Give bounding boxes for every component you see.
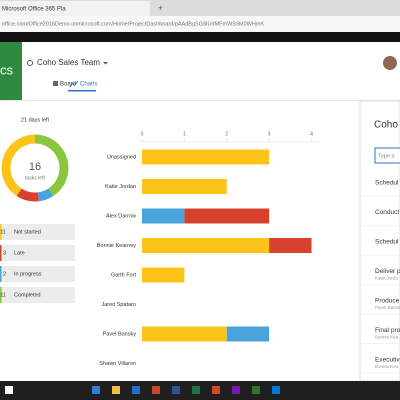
excel-icon[interactable] — [192, 386, 200, 394]
legend-swatch — [0, 266, 2, 282]
charts-tab[interactable]: Charts — [80, 82, 98, 88]
task-title[interactable]: Produce — [375, 298, 400, 305]
bar-segment — [142, 267, 185, 283]
task-title[interactable]: Final pro — [375, 327, 400, 334]
bar-segment — [226, 326, 270, 342]
category-label: Pavel Bansky — [103, 331, 137, 337]
new-tab[interactable]: + — [158, 4, 163, 13]
store-icon[interactable] — [132, 386, 140, 394]
category-label: Katie Jordan — [105, 184, 136, 190]
task-title[interactable]: Schedul — [375, 239, 399, 246]
category-label: Garth Fort — [111, 272, 137, 278]
skype-icon[interactable] — [272, 386, 280, 394]
word-icon[interactable] — [172, 386, 180, 394]
category-label: Jared Spataro — [101, 302, 136, 308]
task-title[interactable]: Conduct — [375, 209, 399, 216]
legend-count: 11 — [0, 229, 6, 235]
task-owner: Bonnie Kea — [375, 335, 399, 340]
task-title[interactable]: Schedul — [375, 180, 399, 187]
start-button[interactable] — [5, 386, 13, 394]
status-legend: 11 Not started 3 Late 2 In progress 11 Complete… — [0, 224, 75, 303]
onenote-icon[interactable] — [232, 386, 240, 394]
avatar[interactable] — [383, 56, 397, 70]
search-box[interactable] — [374, 147, 400, 164]
x-tick-label: 4 — [310, 131, 313, 137]
project-icon[interactable] — [252, 386, 260, 394]
outlook-icon[interactable] — [152, 386, 160, 394]
tab-title: Microsoft Office 365 Pla — [2, 7, 66, 13]
legend-row[interactable] — [0, 287, 75, 303]
search-placeholder: Type a — [378, 153, 395, 159]
legend-label: Late — [14, 250, 25, 256]
team-icon — [27, 60, 33, 66]
address-bar — [0, 16, 400, 32]
bar-segment — [184, 208, 270, 224]
x-tick-label: 2 — [225, 131, 228, 137]
legend-label: In progress — [14, 271, 42, 277]
donut-segment — [37, 188, 54, 202]
task-owner: Bonnie Kea — [375, 364, 399, 369]
donut-segment — [34, 134, 69, 196]
charts-underline — [68, 90, 96, 92]
browser-tab[interactable] — [0, 1, 150, 16]
board-icon — [53, 81, 58, 86]
team-dropdown[interactable] — [103, 62, 108, 65]
panel-title: Coho — [374, 120, 398, 131]
app-tile-text: cs — [0, 62, 14, 77]
x-tick-label: 1 — [183, 131, 186, 137]
legend-count: 11 — [0, 292, 6, 298]
address[interactable]: office.com/Office2016Demo.onmicrosoft.co… — [2, 21, 264, 27]
powerpoint-icon[interactable] — [212, 386, 220, 394]
legend-label: Completed — [14, 292, 41, 298]
bar-segment — [142, 326, 227, 342]
bar-segment — [142, 238, 270, 253]
bar-segment — [142, 149, 270, 165]
charts-icon — [69, 80, 79, 88]
days-left: 21 days left — [21, 117, 50, 123]
edge-icon[interactable] — [92, 386, 100, 394]
legend-count: 3 — [3, 250, 6, 256]
bar-chart: 0 1 2 3 4 Unassigned Katie Jordan Alex Darrow Bo… — [97, 131, 320, 367]
x-tick-label: 3 — [268, 131, 271, 137]
task-title[interactable]: Executiv — [375, 357, 400, 364]
category-label: Bonnie Kearney — [97, 243, 136, 249]
legend-swatch — [0, 287, 2, 303]
header-divider — [0, 100, 400, 101]
board-tab[interactable]: Board — [60, 82, 76, 88]
legend-swatch — [0, 224, 2, 240]
bar-segment — [269, 238, 312, 253]
bar-segment — [142, 179, 227, 194]
category-label: Unassigned — [107, 154, 136, 160]
legend-row[interactable] — [0, 266, 75, 282]
team-name[interactable]: Coho Sales Team — [37, 58, 100, 67]
suite-bar — [0, 32, 400, 42]
donut-chart — [1, 134, 69, 202]
legend-label: Not started — [14, 229, 41, 235]
category-label: Shawn Villaron — [99, 361, 136, 367]
x-tick-label: 0 — [141, 131, 144, 137]
explorer-icon[interactable] — [112, 386, 120, 394]
legend-row[interactable] — [0, 245, 75, 261]
task-title[interactable]: Deliver p — [375, 268, 400, 275]
legend-swatch — [0, 245, 2, 261]
donut-segment — [1, 134, 36, 196]
donut-segment — [16, 188, 39, 202]
task-owner: Pavel Bansk — [375, 305, 400, 310]
category-label: Alex Darrow — [106, 213, 136, 219]
legend-row[interactable] — [0, 224, 75, 240]
app-tile[interactable] — [0, 42, 22, 100]
bar-segment — [142, 208, 185, 224]
legend-count: 2 — [3, 271, 6, 277]
task-owner: Katie Jorda — [375, 276, 398, 281]
donut-center-value: 16 — [29, 161, 41, 173]
donut-center-label: tasks left — [25, 175, 45, 181]
